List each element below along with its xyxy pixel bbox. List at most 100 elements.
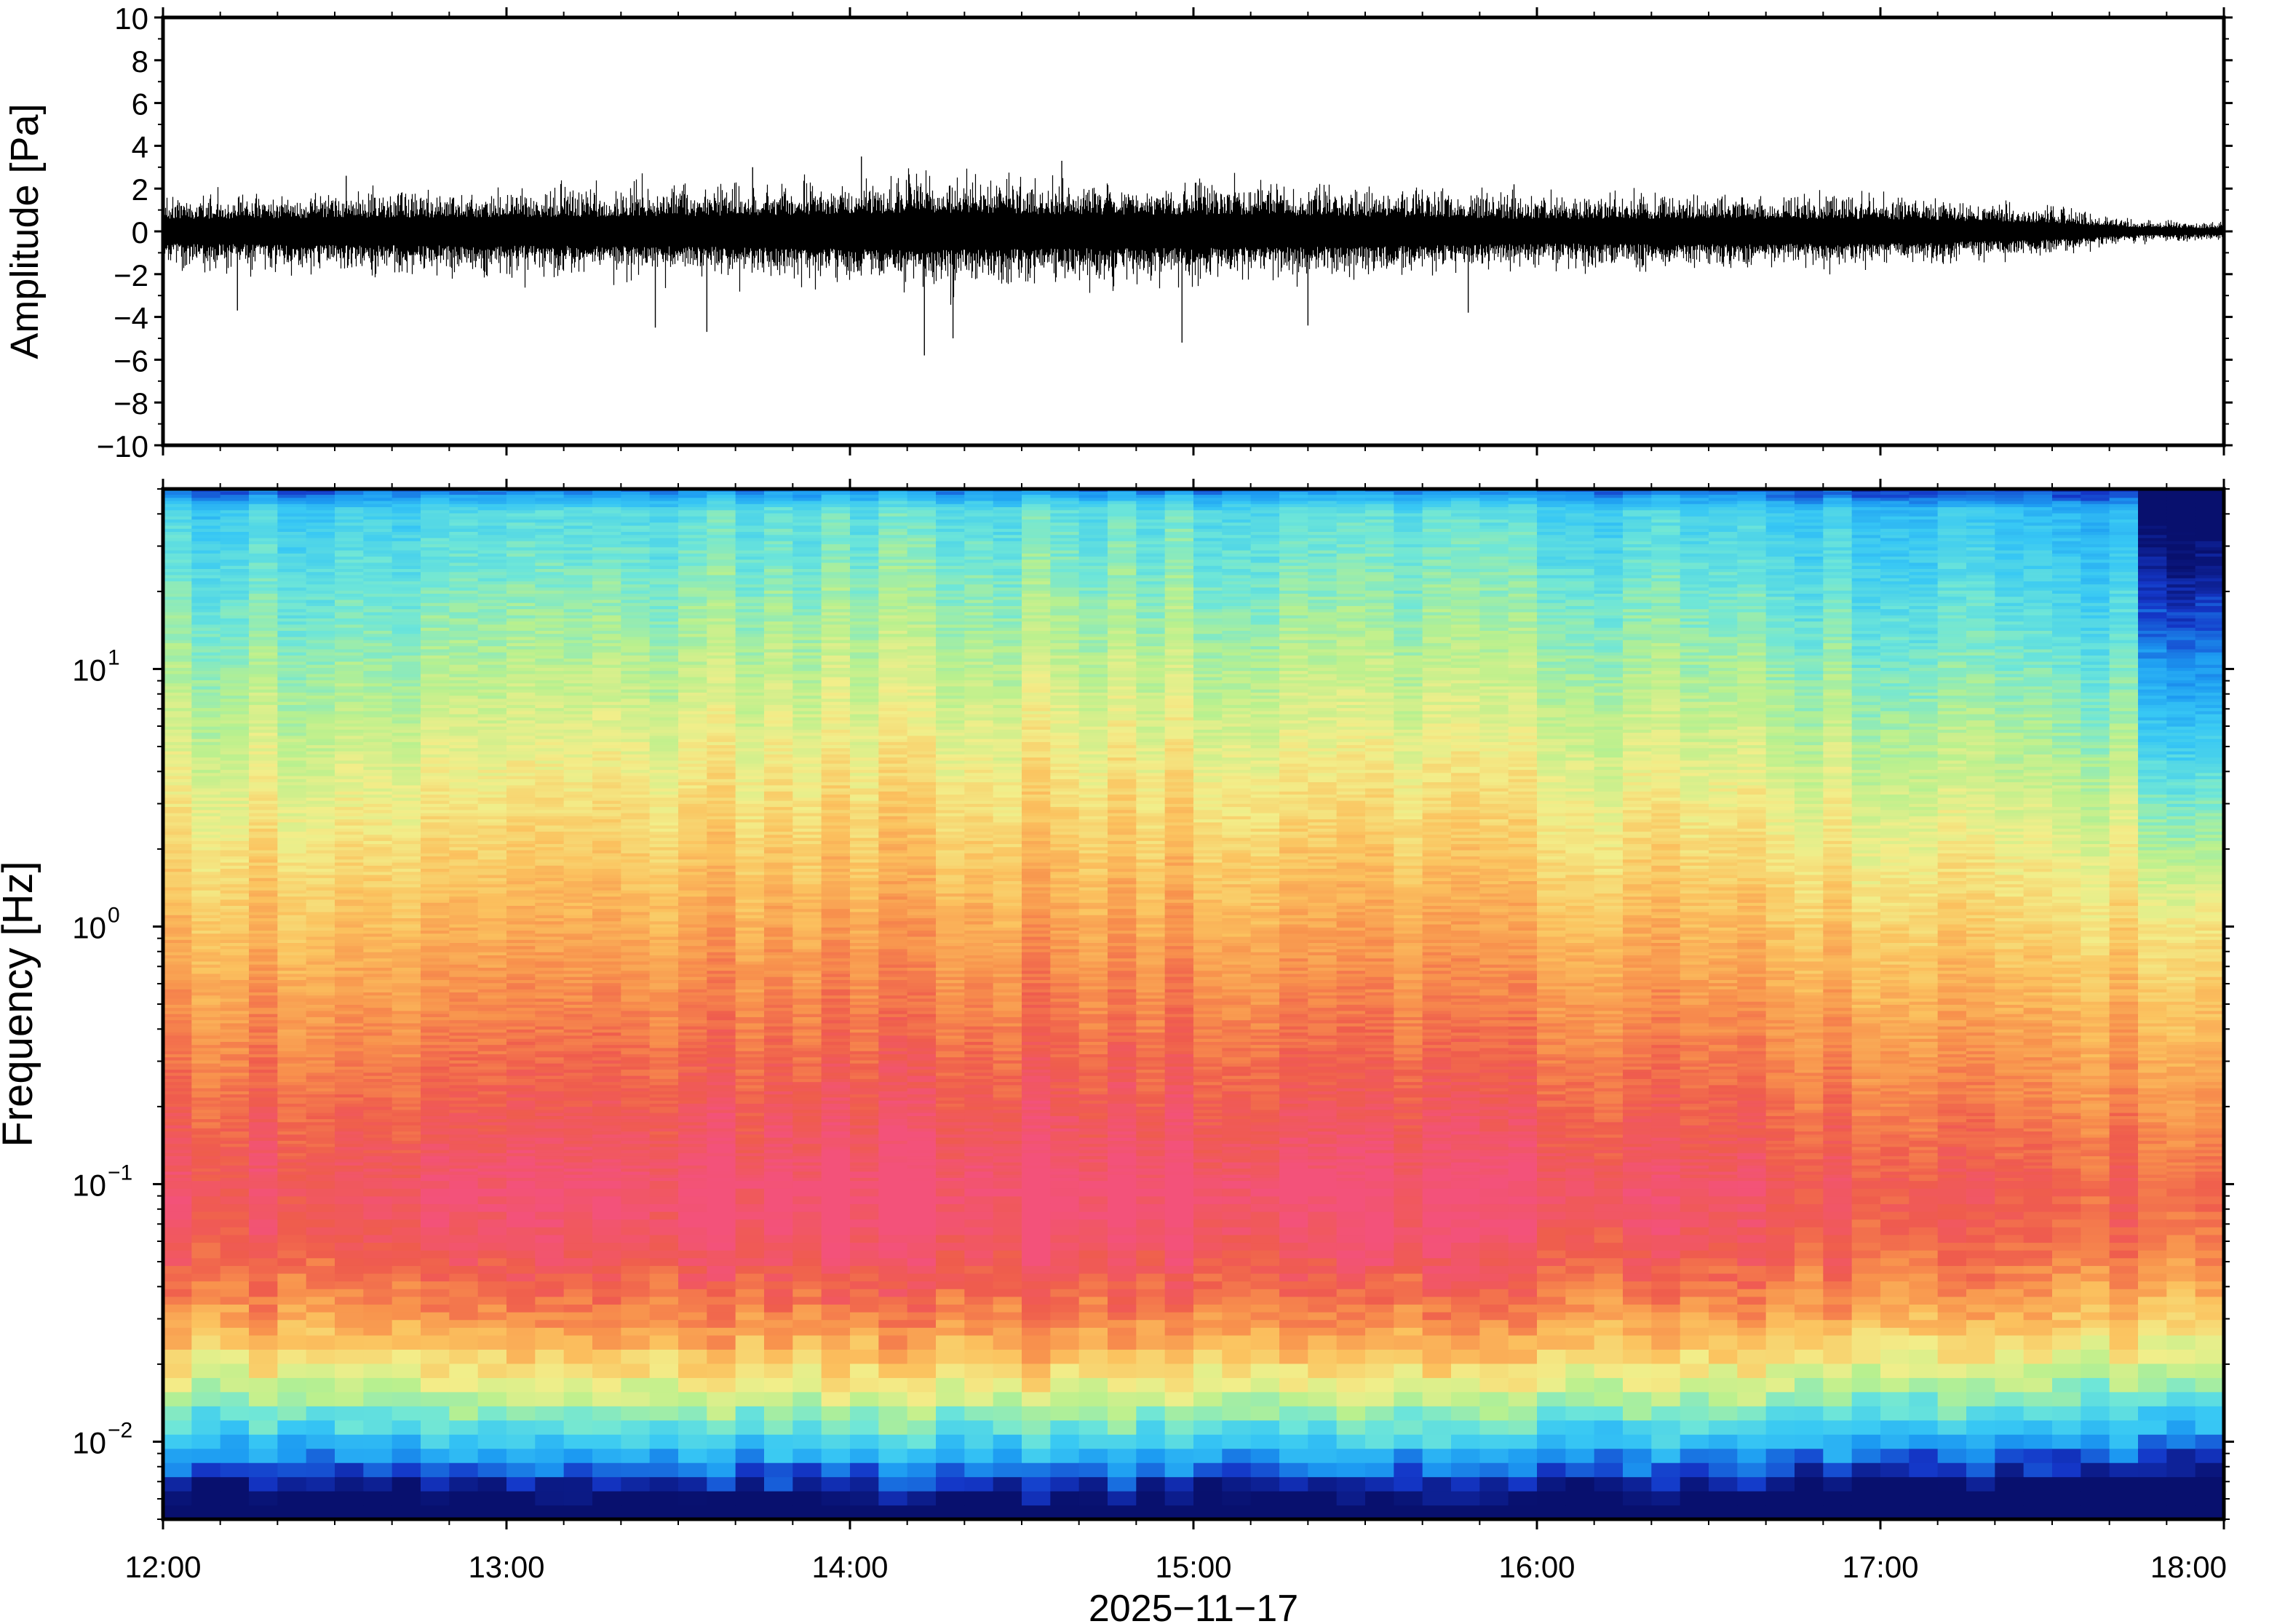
spectrogram-cell [678, 1035, 707, 1039]
spectrogram-cell [363, 689, 392, 693]
spectrogram-cell [335, 649, 364, 653]
spectrogram-cell [678, 850, 707, 853]
spectrogram-cell [335, 776, 364, 779]
spectrogram-cell [306, 513, 335, 517]
spectrogram-cell [621, 615, 650, 618]
spectrogram-cell [678, 1094, 707, 1098]
spectrogram-cell [678, 634, 707, 637]
spectrogram-cell [249, 877, 278, 881]
spectrogram-cell [335, 1289, 364, 1297]
spectrogram-cell [220, 788, 250, 792]
spectrogram-cell [678, 689, 707, 693]
spectrogram-cell [678, 658, 707, 662]
spectrogram-cell [363, 1258, 392, 1266]
spectrogram-cell [249, 1180, 278, 1188]
spectrogram-cell [449, 1070, 478, 1073]
spectrogram-cell [220, 1219, 250, 1227]
spectrogram-cell [478, 664, 507, 668]
spectrogram-cell [191, 1235, 220, 1243]
spectrogram-cell [363, 853, 392, 856]
spectrogram-cell [421, 930, 450, 934]
spectrogram-cell [535, 550, 564, 554]
spectrogram-cell [335, 565, 364, 569]
spectrogram-cell [592, 578, 621, 581]
spectrogram-cell [220, 754, 250, 757]
spectrogram-cell [335, 862, 364, 866]
spectrogram-cell [335, 770, 364, 773]
spectrogram-cell [277, 1016, 306, 1020]
spectrogram-cell [449, 893, 478, 896]
spectrogram-cell [392, 1349, 421, 1364]
spectrogram-cell [277, 593, 306, 597]
spectrogram-cell [363, 1349, 392, 1364]
spectrogram-cell [506, 652, 536, 656]
spectrogram-cell [392, 1038, 421, 1042]
spectrogram-cell [335, 757, 364, 761]
spectrogram-cell [249, 899, 278, 903]
spectrogram-cell [421, 776, 450, 779]
spectrogram-cell [163, 1462, 192, 1477]
spectrogram-cell [478, 1153, 507, 1156]
spectrogram-cell [449, 862, 478, 866]
spectrogram-cell [564, 1016, 593, 1020]
spectrogram-cell [163, 995, 192, 999]
spectrogram-cell [363, 739, 392, 742]
spectrogram-cell [163, 1016, 192, 1020]
spectrogram-cell [449, 701, 478, 705]
spectrogram-cell [392, 974, 421, 977]
spectrogram-cell [335, 1159, 364, 1163]
spectrogram-cell [592, 624, 621, 628]
spectrogram-cell [449, 661, 478, 665]
spectrogram-cell [335, 683, 364, 687]
spectrogram-cell [363, 843, 392, 847]
spectrogram-cell [220, 1066, 250, 1070]
spectrogram-cell [506, 1137, 536, 1141]
spectrogram-cell [506, 794, 536, 797]
spectrogram-cell [163, 791, 192, 795]
spectrogram-cell [335, 810, 364, 813]
spectrogram-cell [277, 1085, 306, 1088]
spectrogram-cell [449, 1491, 478, 1505]
spectrogram-cell [650, 723, 679, 727]
spectrogram-cell [363, 1477, 392, 1492]
spectrogram-cell [449, 506, 478, 510]
spectrogram-cell [506, 565, 536, 569]
spectrogram-cell [506, 757, 536, 761]
spectrogram-cell [478, 770, 507, 773]
spectrogram-cell [191, 825, 220, 829]
spectrogram-cell [564, 1235, 593, 1243]
spectrogram-cell [392, 1449, 421, 1463]
spectrogram-cell [220, 800, 250, 804]
spectrogram-cell [249, 1159, 278, 1163]
spectrogram-cell [535, 1103, 564, 1107]
spectrogram-cell [564, 698, 593, 702]
spectrogram-cell [220, 927, 250, 931]
spectrogram-cell [163, 1180, 192, 1188]
spectrogram-cell [678, 1289, 707, 1297]
spectrogram-cell [363, 646, 392, 650]
spectrogram-cell [249, 890, 278, 893]
spectrogram-cell [191, 791, 220, 795]
spectrogram-cell [335, 884, 364, 888]
spectrogram-cell [506, 1094, 536, 1098]
spectrogram-cell [277, 1125, 306, 1129]
spectrogram-cell [421, 506, 450, 510]
spectrogram-cell [306, 862, 335, 866]
spectrogram-cell [650, 1242, 679, 1250]
spectrogram-cell [335, 1075, 364, 1079]
spectrogram-cell [678, 803, 707, 807]
spectrogram-cell [191, 1227, 220, 1235]
spectrogram-cell [335, 704, 364, 708]
spectrogram-cell [621, 711, 650, 715]
spectrogram-cell [249, 843, 278, 847]
spectrogram-cell [564, 658, 593, 662]
spectrogram-cell [392, 600, 421, 603]
spectrogram-cell [363, 1327, 392, 1335]
spectrogram-cell [392, 605, 421, 609]
spectrogram-cell [191, 584, 220, 588]
spectrogram-cell [564, 637, 593, 640]
spectrogram-cell [621, 664, 650, 668]
spectrogram-cell [592, 825, 621, 829]
spectrogram-cell [363, 565, 392, 569]
spectrogram-cell [392, 1112, 421, 1116]
